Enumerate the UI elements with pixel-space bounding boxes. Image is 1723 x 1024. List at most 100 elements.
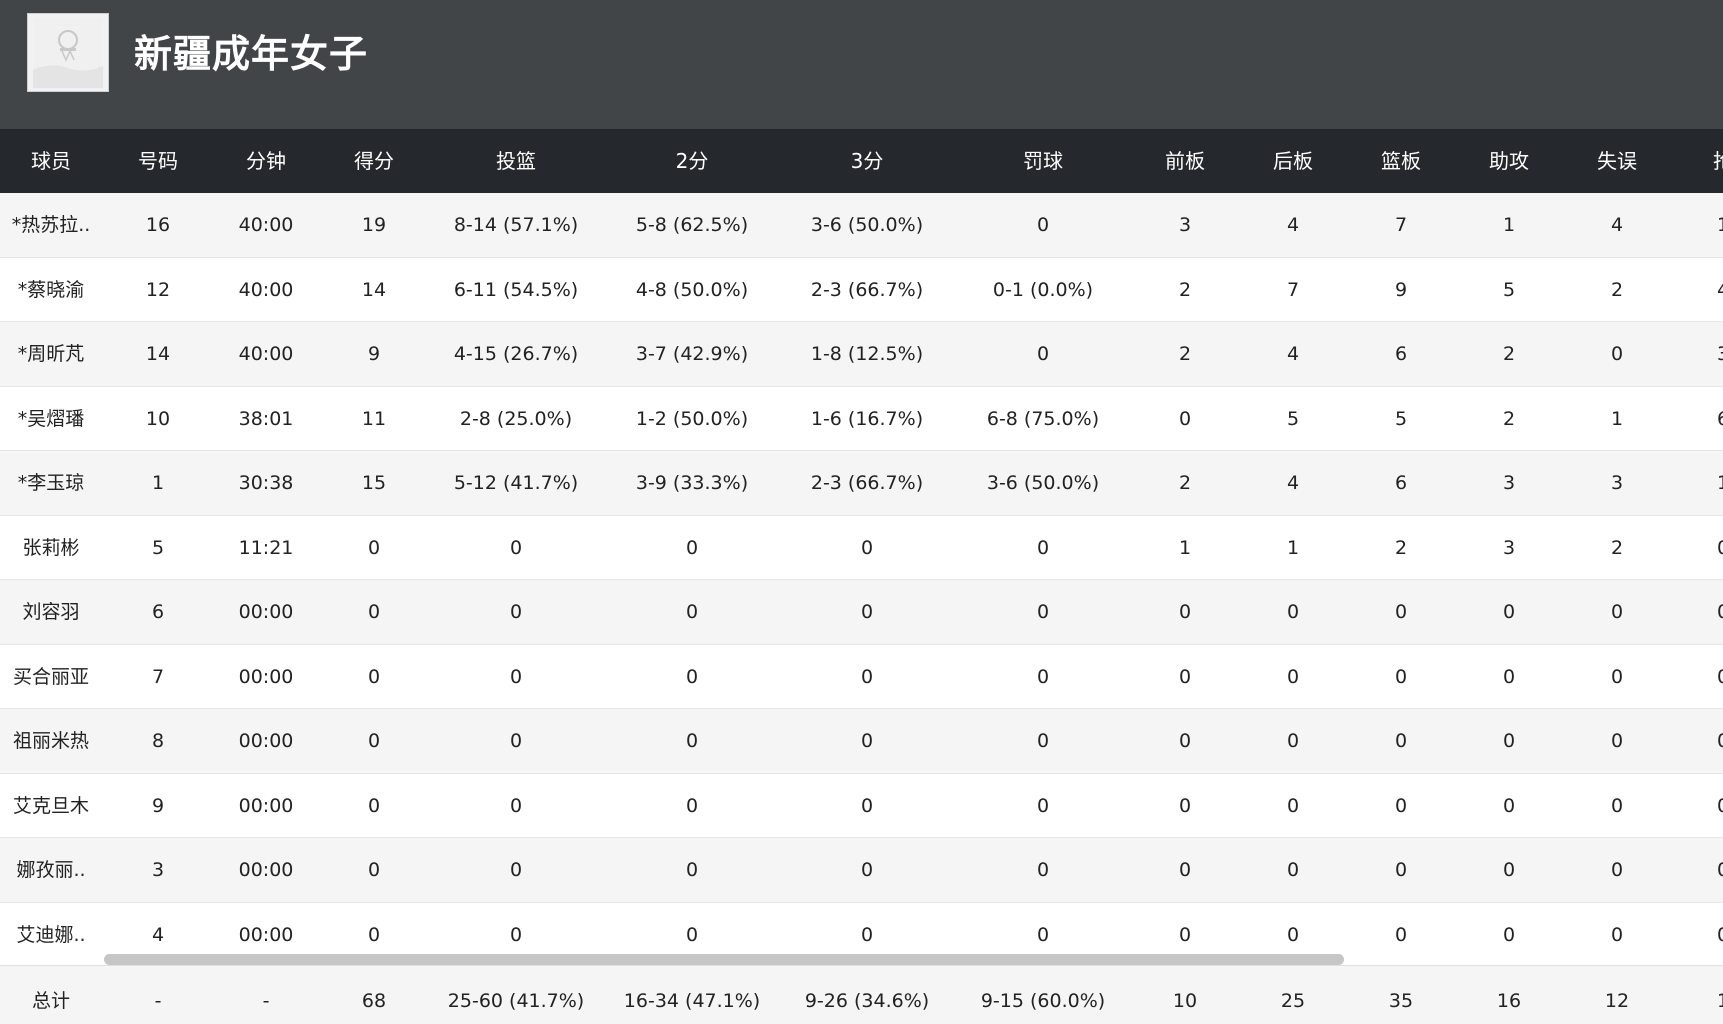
totals-row: 总计 - - 68 25-60 (41.7%) 16-34 (47.1%) 9-26 (34… — [0, 965, 1723, 1024]
table-row[interactable]: 刘容羽 6 00:00 0 0 0 0 0 0 0 0 0 0 0 — [0, 580, 1723, 645]
table-row[interactable]: 祖丽米热 8 00:00 0 0 0 0 0 0 0 0 0 0 0 — [0, 709, 1723, 774]
cell-points: 0 — [367, 601, 381, 623]
cell-points: 11 — [361, 407, 387, 430]
total-number: - — [154, 990, 162, 1012]
table-row[interactable]: 买合丽亚 7 00:00 0 0 0 0 0 0 0 0 0 0 0 — [0, 644, 1723, 709]
cell-off-reb: 1 — [1178, 536, 1192, 559]
cell-off-reb: 0 — [1178, 794, 1192, 817]
cell-two-pt: 0 — [685, 859, 699, 881]
cell-ast: 5 — [1502, 278, 1516, 301]
table-row[interactable]: 张莉彬 5 11:21 0 0 0 0 0 1 1 2 3 2 0 — [0, 515, 1723, 580]
cell-minutes: 00:00 — [238, 730, 294, 752]
cell-player[interactable]: *蔡晓渝 — [17, 278, 85, 301]
table-row[interactable]: *周昕芃 14 40:00 9 4-15 (26.7%) 3-7 (42.9%) 1-8 (… — [0, 322, 1723, 387]
cell-fg: 4-15 (26.7%) — [453, 343, 579, 365]
cell-reb: 0 — [1394, 794, 1408, 817]
cell-player[interactable]: *热苏拉.. — [11, 214, 91, 236]
cell-tov: 0 — [1610, 730, 1624, 752]
table-row[interactable]: 娜孜丽.. 3 00:00 0 0 0 0 0 0 0 0 0 0 0 — [0, 838, 1723, 903]
column-header-points: 得分 — [354, 149, 394, 173]
column-header-off-reb: 前板 — [1165, 149, 1205, 173]
table-row[interactable]: *李玉琼 1 30:38 15 5-12 (41.7%) 3-9 (33.3%) 2-3 (… — [0, 451, 1723, 516]
cell-off-reb: 0 — [1178, 730, 1192, 752]
cell-ft: 0 — [1036, 343, 1050, 365]
cell-minutes: 00:00 — [238, 859, 294, 881]
cell-def-reb: 4 — [1286, 472, 1300, 494]
cell-two-pt: 5-8 (62.5%) — [635, 214, 749, 236]
cell-two-pt: 0 — [685, 601, 699, 623]
cell-two-pt: 0 — [685, 665, 699, 688]
table-row[interactable]: *吴熠璠 10 38:01 11 2-8 (25.0%) 1-2 (50.0%) 1-6 (… — [0, 386, 1723, 451]
column-header-fg: 投篮 — [496, 149, 536, 173]
cell-player[interactable]: *吴熠璠 — [17, 407, 85, 430]
cell-fg: 8-14 (57.1%) — [453, 214, 579, 236]
total-tov: 12 — [1604, 990, 1630, 1012]
table-row[interactable]: 艾克旦木 9 00:00 0 0 0 0 0 0 0 0 0 0 0 — [0, 773, 1723, 838]
cell-tov: 0 — [1610, 343, 1624, 365]
cell-stl: 3 — [1683, 322, 1723, 386]
cell-player[interactable]: *周昕芃 — [17, 343, 85, 365]
cell-player[interactable]: 祖丽米热 — [12, 730, 89, 752]
cell-fg: 0 — [509, 536, 523, 559]
cell-player[interactable]: *李玉琼 — [17, 472, 85, 494]
cell-ft: 0 — [1036, 665, 1050, 688]
column-header-minutes: 分钟 — [246, 149, 286, 173]
cell-two-pt: 4-8 (50.0%) — [635, 278, 749, 301]
table-row[interactable]: *热苏拉.. 16 40:00 19 8-14 (57.1%) 5-8 (62.5%) 3-… — [0, 193, 1723, 258]
cell-def-reb: 4 — [1286, 214, 1300, 236]
boxscore-table: 球员号码分钟得分投篮2分3分罚球前板后板篮板助攻失误抢 *热苏拉..1640:0… — [0, 129, 1723, 1024]
cell-player[interactable]: 刘容羽 — [22, 601, 80, 623]
cell-def-reb: 7 — [1286, 278, 1300, 301]
cell-fg: 2-8 (25.0%) — [459, 407, 573, 430]
table-row[interactable]: *蔡晓渝 12 40:00 14 6-11 (54.5%) 4-8 (50.0%) 2-3 … — [0, 257, 1723, 322]
cell-tov: 2 — [1610, 536, 1624, 559]
cell-points: 0 — [367, 794, 381, 817]
cell-player[interactable]: 张莉彬 — [22, 536, 80, 559]
cell-reb: 0 — [1394, 730, 1408, 752]
horizontal-scrollbar[interactable] — [104, 954, 1344, 965]
total-points: 68 — [361, 990, 387, 1012]
team-title: 新疆成年女子 — [134, 32, 369, 76]
cell-ft: 0 — [1036, 794, 1050, 817]
cell-tov: 4 — [1610, 214, 1624, 236]
cell-reb: 0 — [1394, 665, 1408, 688]
cell-points: 0 — [367, 859, 381, 881]
cell-stl: 4 — [1683, 258, 1723, 322]
cell-minutes: 00:00 — [238, 601, 294, 623]
total-def-reb: 25 — [1280, 990, 1306, 1012]
cell-two-pt: 0 — [685, 794, 699, 817]
cell-minutes: 11:21 — [238, 536, 294, 559]
cell-number: 10 — [145, 407, 171, 430]
cell-minutes: 30:38 — [238, 472, 294, 494]
column-header-stl: 抢 — [1683, 129, 1723, 193]
cell-points: 14 — [361, 278, 387, 301]
cell-minutes: 40:00 — [238, 214, 294, 236]
total-three-pt: 9-26 (34.6%) — [804, 990, 930, 1012]
cell-fg: 0 — [509, 601, 523, 623]
cell-three-pt: 0 — [860, 536, 874, 559]
cell-off-reb: 2 — [1178, 472, 1192, 494]
cell-off-reb: 0 — [1178, 601, 1192, 623]
cell-ft: 0 — [1036, 214, 1050, 236]
cell-player[interactable]: 艾迪娜.. — [16, 923, 86, 946]
cell-tov: 0 — [1610, 859, 1624, 881]
cell-stl: 1 — [1683, 451, 1723, 515]
cell-ft: 0 — [1036, 923, 1050, 946]
cell-three-pt: 2-3 (66.7%) — [810, 472, 924, 494]
cell-reb: 5 — [1394, 407, 1408, 430]
cell-three-pt: 3-6 (50.0%) — [810, 214, 924, 236]
team-header: 新疆成年女子 — [0, 0, 1723, 129]
cell-points: 0 — [367, 923, 381, 946]
cell-points: 0 — [367, 730, 381, 752]
cell-player[interactable]: 艾克旦木 — [12, 794, 89, 817]
basketball-logo-icon — [33, 17, 103, 88]
column-header-three-pt: 3分 — [850, 149, 884, 173]
cell-player[interactable]: 娜孜丽.. — [16, 859, 86, 881]
cell-number: 1 — [151, 472, 165, 494]
cell-def-reb: 0 — [1286, 859, 1300, 881]
cell-off-reb: 2 — [1178, 343, 1192, 365]
cell-player[interactable]: 买合丽亚 — [12, 665, 89, 688]
cell-def-reb: 0 — [1286, 923, 1300, 946]
column-header-def-reb: 后板 — [1273, 149, 1313, 173]
cell-ft: 0-1 (0.0%) — [992, 278, 1094, 301]
